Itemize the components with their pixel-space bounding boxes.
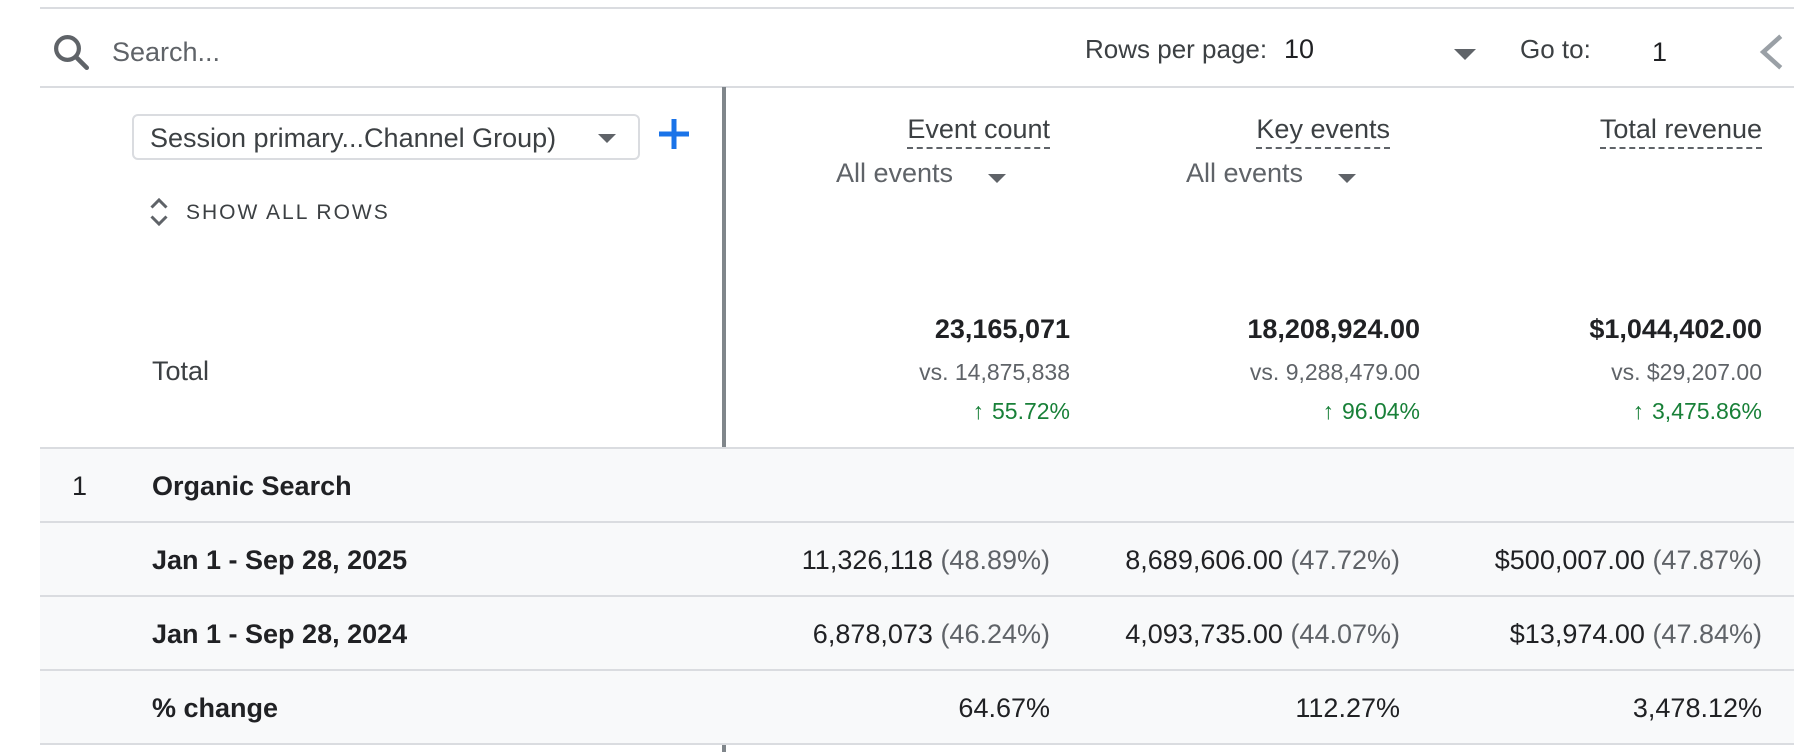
chevron-down-icon	[1338, 174, 1356, 183]
total-event-count: 23,165,071 vs. 14,875,838 ↑ 55.72%	[820, 314, 1070, 425]
column-title: Event count	[907, 114, 1050, 149]
goto-page-input[interactable]	[1650, 27, 1694, 77]
top-divider	[40, 7, 1794, 9]
chevron-left-icon[interactable]	[1752, 31, 1792, 73]
cell-percent: (48.89%)	[940, 545, 1050, 575]
arrow-up-icon: ↑	[1632, 398, 1645, 424]
rows-per-page-label: Rows per page:	[1085, 34, 1268, 64]
report-table: Rows per page: 10 Go to: Session primary…	[40, 0, 1794, 752]
total-value: 23,165,071	[934, 314, 1070, 344]
cell-percent: (44.07%)	[1290, 619, 1400, 649]
cell-value: $500,007.00	[1494, 545, 1645, 575]
chevron-down-icon	[988, 174, 1006, 183]
search-icon	[54, 35, 90, 71]
column-title: Total revenue	[1599, 114, 1762, 149]
cell-value: 4,093,735.00	[1125, 619, 1283, 649]
rows-per-page-value: 10	[1284, 34, 1315, 64]
cell-key-events: 112.27%	[1295, 693, 1400, 723]
cell-total-revenue: $13,974.00 (47.84%)	[1510, 619, 1762, 650]
table-toolbar: Rows per page: 10 Go to:	[40, 9, 1794, 88]
cell-total-revenue: 3,478.12%	[1632, 693, 1762, 723]
cell-event-count: 11,326,118 (48.89%)	[802, 545, 1050, 576]
cell-key-events: 8,689,606.00 (47.72%)	[1125, 545, 1400, 576]
total-change-value: 3,475.86%	[1652, 398, 1762, 424]
totals-divider	[40, 447, 1794, 449]
unfold-icon	[150, 197, 168, 227]
total-change: ↑ 96.04%	[1120, 398, 1420, 425]
column-header-key-events[interactable]: Key events	[1140, 114, 1390, 149]
cell-percent: (46.24%)	[940, 619, 1050, 649]
cell-value: 11,326,118	[801, 545, 933, 575]
row-label: Organic Search	[152, 471, 352, 501]
plus-icon[interactable]	[654, 114, 694, 154]
cell-value: $13,974.00	[1509, 619, 1645, 649]
arrow-up-icon: ↑	[1322, 398, 1334, 424]
total-change: ↑ 55.72%	[820, 398, 1070, 425]
cell-key-events: 4,093,735.00 (44.07%)	[1125, 619, 1400, 650]
column-header-event-count[interactable]: Event count	[830, 114, 1050, 149]
chevron-down-icon	[598, 134, 616, 143]
filter-label: All events	[1186, 158, 1304, 188]
key-events-filter[interactable]: All events	[1186, 158, 1366, 202]
total-change-value: 96.04%	[1341, 398, 1420, 424]
total-comparison: vs. 9,288,479.00	[1249, 359, 1420, 385]
row-label: % change	[152, 693, 279, 723]
total-value: 18,208,924.00	[1247, 314, 1420, 344]
total-change-value: 55.72%	[991, 398, 1070, 424]
dimension-picker-label: Session primary...Channel Group)	[150, 123, 557, 153]
arrow-up-icon: ↑	[972, 398, 984, 424]
search-input[interactable]	[110, 29, 634, 75]
table-row[interactable]: 1 Organic Search	[40, 449, 1794, 523]
show-all-rows-label: SHOW ALL ROWS	[186, 201, 390, 224]
table-row[interactable]: % change 64.67% 112.27% 3,478.12%	[40, 671, 1794, 745]
total-comparison: vs. $29,207.00	[1611, 359, 1762, 385]
event-count-filter[interactable]: All events	[836, 158, 1016, 202]
cell-value: 8,689,606.00	[1125, 545, 1283, 575]
total-revenue: $1,044,402.00 vs. $29,207.00 ↑ 3,475.86%	[1460, 314, 1762, 425]
cell-percent: (47.84%)	[1652, 619, 1762, 649]
table-row[interactable]: Jan 1 - Sep 28, 2024 6,878,073 (46.24%) …	[40, 597, 1794, 671]
total-value: $1,044,402.00	[1589, 314, 1762, 344]
cell-event-count: 6,878,073 (46.24%)	[813, 619, 1050, 650]
row-label: Jan 1 - Sep 28, 2024	[152, 619, 408, 649]
total-change: ↑ 3,475.86%	[1460, 398, 1762, 425]
table-row[interactable]: Jan 1 - Sep 28, 2025 11,326,118 (48.89%)…	[40, 523, 1794, 597]
total-key-events: 18,208,924.00 vs. 9,288,479.00 ↑ 96.04%	[1120, 314, 1420, 425]
column-header-total-revenue[interactable]: Total revenue	[1480, 114, 1762, 149]
cell-percent: (47.87%)	[1652, 545, 1762, 575]
goto-label: Go to:	[1520, 34, 1591, 64]
total-comparison: vs. 14,875,838	[919, 359, 1070, 385]
chevron-down-icon	[1454, 49, 1476, 60]
cell-event-count: 64.67%	[958, 693, 1050, 723]
row-label: Jan 1 - Sep 28, 2025	[152, 545, 408, 575]
cell-total-revenue: $500,007.00 (47.87%)	[1495, 545, 1762, 576]
row-index: 1	[72, 471, 88, 501]
column-title: Key events	[1256, 114, 1390, 149]
cell-percent: (47.72%)	[1290, 545, 1400, 575]
total-label: Total	[152, 356, 210, 386]
cell-value: 6,878,073	[812, 619, 933, 649]
dimension-picker[interactable]: Session primary...Channel Group)	[132, 114, 640, 160]
column-divider	[722, 87, 726, 752]
filter-label: All events	[836, 158, 954, 188]
rows-per-page-select[interactable]: 10	[1284, 25, 1484, 77]
